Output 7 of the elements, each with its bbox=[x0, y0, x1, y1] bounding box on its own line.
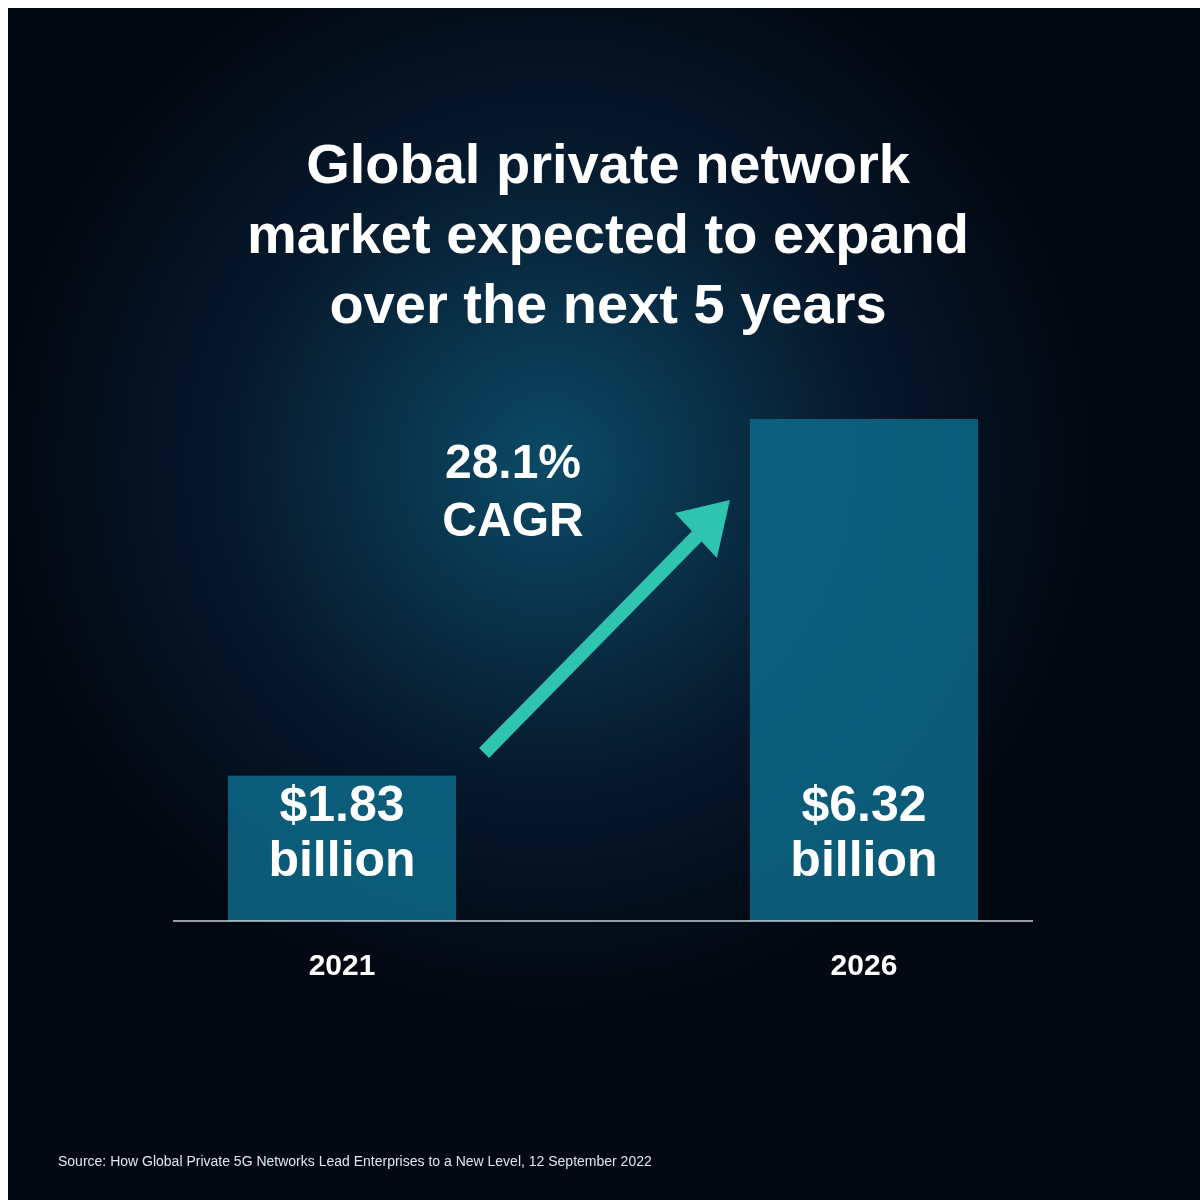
x-tick-label: 2026 bbox=[830, 948, 898, 981]
data-label: $6.32 billion bbox=[790, 776, 938, 887]
source-note: Source: How Global Private 5G Networks Lead Enterprises to a New Level, 12 September 2022 bbox=[58, 1153, 652, 1169]
chart-title: Global private network market expected to expand over the next 5 years bbox=[246, 132, 970, 335]
x-tick-label: 2021 bbox=[308, 948, 376, 981]
data-label: $1.83 billion bbox=[268, 776, 416, 887]
annotation: 28.1% CAGR bbox=[442, 435, 584, 546]
